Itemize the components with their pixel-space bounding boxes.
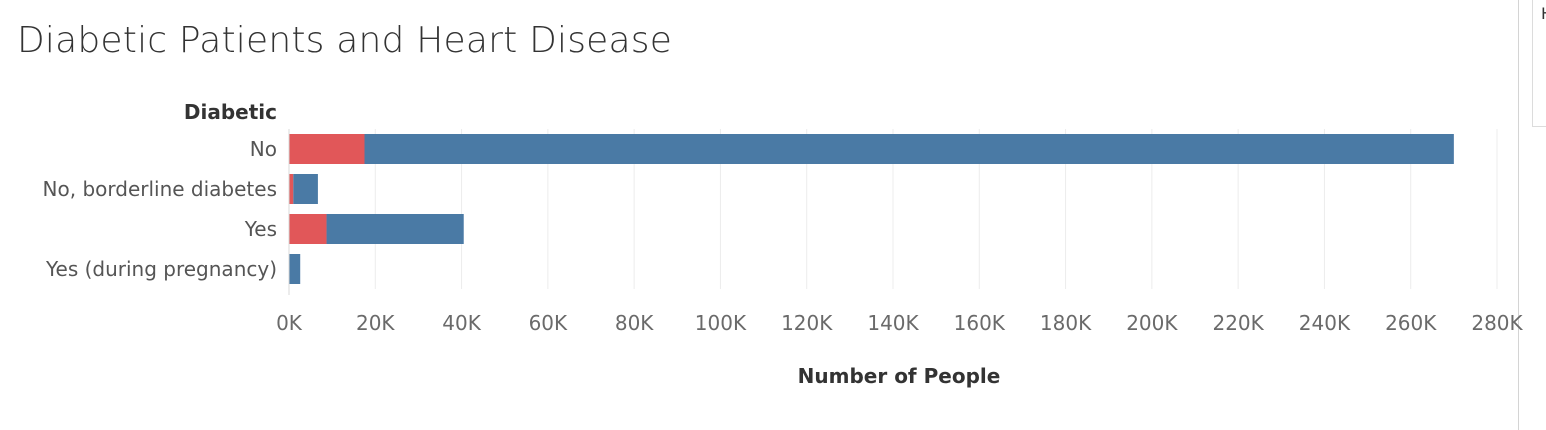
category-label: No, borderline diabetes xyxy=(43,177,277,201)
category-labels: No No, borderline diabetes Yes Yes (during … xyxy=(43,137,277,281)
bar-segment[interactable] xyxy=(364,134,1454,164)
bar-segment[interactable] xyxy=(289,134,365,164)
x-tick-labels: 0K 20K 40K 60K 80K 100K 120K 140K 160K 180K 200K 22… xyxy=(276,311,1523,335)
x-tick-label: 100K xyxy=(695,311,747,335)
bar-segment[interactable] xyxy=(293,174,318,204)
bar-segment[interactable] xyxy=(289,254,301,284)
x-tick-label: 280K xyxy=(1471,311,1523,335)
x-tick-label: 40K xyxy=(442,311,481,335)
bar-segment[interactable] xyxy=(289,174,294,204)
bars-layer xyxy=(289,134,1454,284)
x-tick-label: 220K xyxy=(1212,311,1264,335)
side-legend-panel: H xyxy=(1532,0,1546,127)
bar-segment[interactable] xyxy=(326,214,464,244)
category-label: Yes xyxy=(244,217,277,241)
x-tick-label: 120K xyxy=(781,311,833,335)
x-tick-label: 160K xyxy=(954,311,1006,335)
x-tick-label: 20K xyxy=(356,311,395,335)
bar-segment[interactable] xyxy=(289,214,327,244)
x-axis-label: Number of People xyxy=(798,364,1001,388)
category-label: No xyxy=(250,137,277,161)
side-panel-text: H xyxy=(1541,4,1546,23)
x-tick-label: 260K xyxy=(1385,311,1437,335)
row-field-label: Diabetic xyxy=(184,100,277,124)
x-tick-label: 60K xyxy=(529,311,568,335)
x-tick-label: 180K xyxy=(1040,311,1092,335)
category-label: Yes (during pregnancy) xyxy=(45,257,277,281)
x-tick-label: 80K xyxy=(615,311,654,335)
view-border xyxy=(1518,0,1519,430)
x-tick-label: 0K xyxy=(276,311,303,335)
x-tick-label: 240K xyxy=(1299,311,1351,335)
chart-title: Diabetic Patients and Heart Disease xyxy=(17,20,673,61)
x-tick-label: 200K xyxy=(1126,311,1178,335)
x-tick-label: 140K xyxy=(867,311,919,335)
